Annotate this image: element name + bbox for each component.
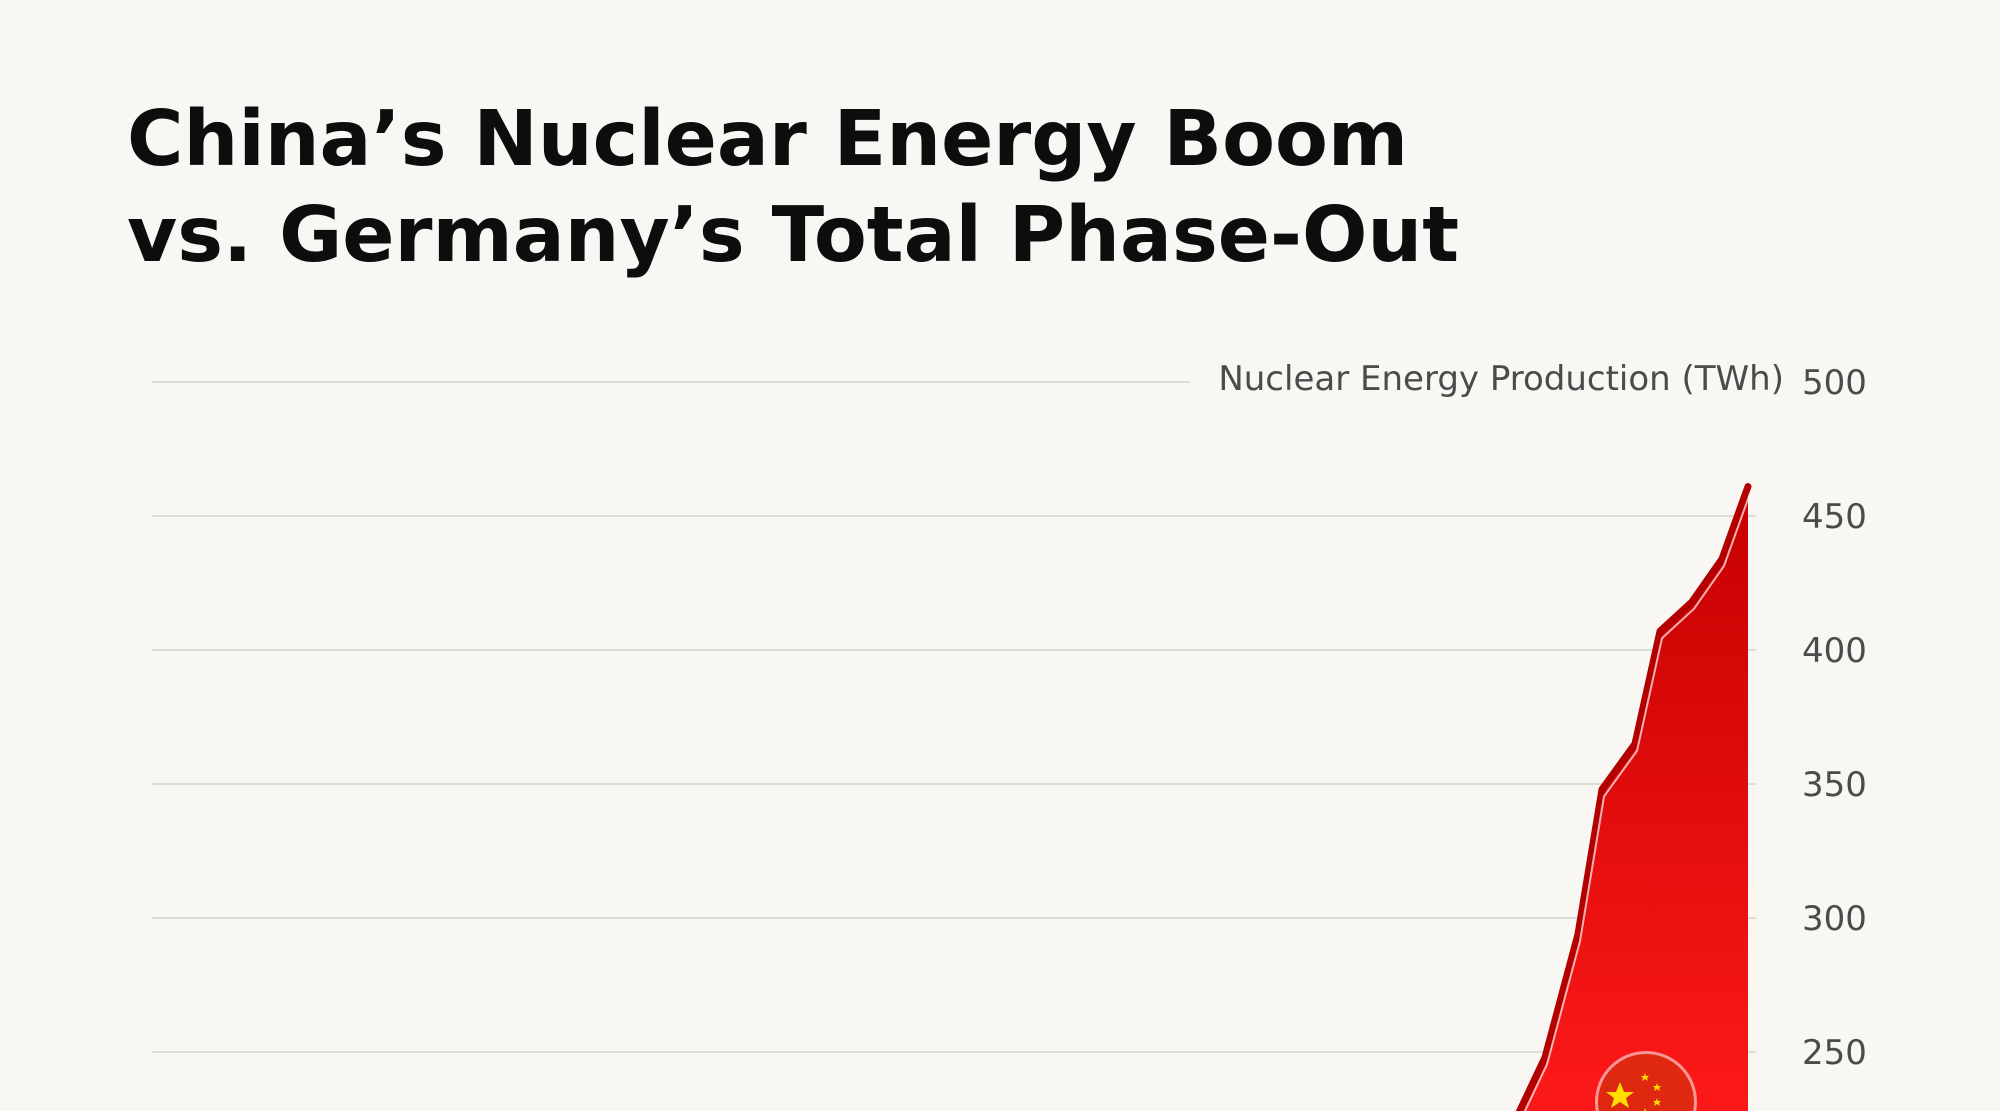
china-series-line-group [1515,483,1752,1111]
gridlines [152,381,1756,1053]
china-series-line [1515,483,1752,1111]
china-series-line-highlight [1523,493,1751,1111]
china-series-area [1507,486,1748,1111]
chart-title: China’s Nuclear Energy Boom vs. Germany’… [127,92,1627,284]
china-series-area-group [1507,486,1748,1111]
chart-title-line-2: vs. Germany’s Total Phase-Out [127,191,1460,280]
y-axis-ticks: 250 300 350 400 450 500 [1802,363,1867,1073]
y-tick-label: 250 [1802,1033,1867,1073]
y-tick-label: 450 [1802,497,1867,537]
y-tick-label: 350 [1802,765,1867,805]
y-tick-label: 300 [1802,899,1867,939]
y-axis-title: Nuclear Energy Production (TWh) [1218,359,1784,399]
flag-small-star-1 [1641,1073,1649,1081]
china-flag-icon [1595,1051,1697,1111]
flag-large-star [1606,1082,1634,1108]
flag-small-star-2 [1653,1083,1661,1091]
flag-small-star-3 [1653,1098,1661,1106]
chart-title-line-1: China’s Nuclear Energy Boom [127,95,1409,184]
y-tick-label: 500 [1802,363,1867,403]
y-tick-label: 400 [1802,631,1867,671]
